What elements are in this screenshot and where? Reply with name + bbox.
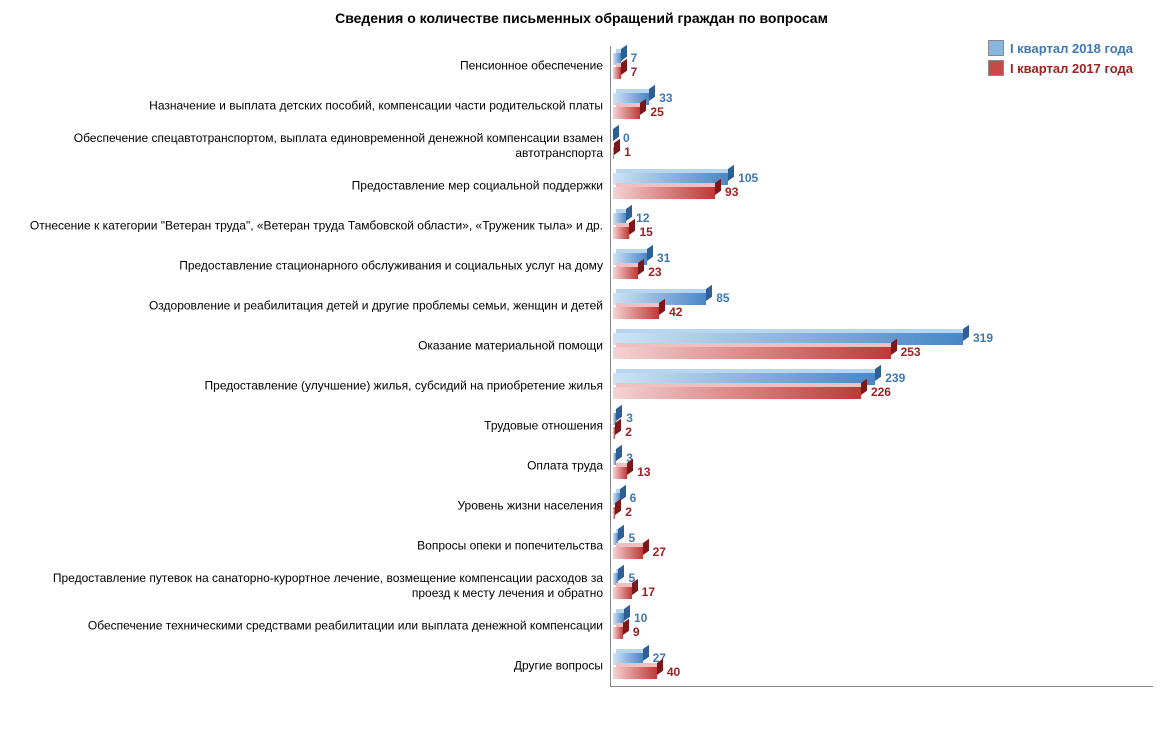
value-label: 7 — [631, 51, 638, 65]
chart-row: Отнесение к категории "Ветеран труда", «… — [611, 206, 1153, 246]
value-label: 2 — [625, 425, 632, 439]
chart-row: Предоставление мер социальной поддержки1… — [611, 166, 1153, 206]
bar-2017: 1 — [613, 147, 614, 159]
category-label: Оказание материальной помощи — [13, 339, 611, 354]
chart-row: Другие вопросы2740 — [611, 646, 1153, 686]
category-label: Назначение и выплата детских пособий, ко… — [13, 99, 611, 114]
value-label: 239 — [885, 371, 905, 385]
chart-row: Оплата труда313 — [611, 446, 1153, 486]
chart-row: Пенсионное обеспечение77 — [611, 46, 1153, 86]
category-label: Предоставление путевок на санаторно-куро… — [13, 571, 611, 601]
value-label: 1 — [624, 145, 631, 159]
value-label: 226 — [871, 385, 891, 399]
category-label: Отнесение к категории "Ветеран труда", «… — [13, 219, 611, 234]
chart-row: Обеспечение спецавтотранспортом, выплата… — [611, 126, 1153, 166]
chart-row: Обеспечение техническими средствами реаб… — [611, 606, 1153, 646]
value-label: 40 — [667, 665, 680, 679]
value-label: 17 — [642, 585, 655, 599]
chart-row: Уровень жизни населения62 — [611, 486, 1153, 526]
category-label: Предоставление (улучшение) жилья, субсид… — [13, 379, 611, 394]
bar-2017: 13 — [613, 467, 627, 479]
bar-chart: Пенсионное обеспечение77Назначение и вып… — [610, 46, 1153, 687]
bar-2017: 7 — [613, 67, 621, 79]
chart-row: Назначение и выплата детских пособий, ко… — [611, 86, 1153, 126]
bar-2017: 25 — [613, 107, 640, 119]
bar-2017: 23 — [613, 267, 638, 279]
category-label: Оздоровление и реабилитация детей и друг… — [13, 299, 611, 314]
category-label: Другие вопросы — [13, 659, 611, 674]
bar-2017: 42 — [613, 307, 659, 319]
category-label: Обеспечение техническими средствами реаб… — [13, 619, 611, 634]
category-label: Уровень жизни населения — [13, 499, 611, 514]
chart-row: Трудовые отношения32 — [611, 406, 1153, 446]
chart-row: Вопросы опеки и попечительства527 — [611, 526, 1153, 566]
value-label: 25 — [650, 105, 663, 119]
value-label: 10 — [634, 611, 647, 625]
bar-2017: 9 — [613, 627, 623, 639]
bar-2017: 27 — [613, 547, 643, 559]
chart-row: Оказание материальной помощи319253 — [611, 326, 1153, 366]
value-label: 12 — [636, 211, 649, 225]
bar-2017: 2 — [613, 507, 615, 519]
value-label: 13 — [637, 465, 650, 479]
value-label: 2 — [625, 505, 632, 519]
value-label: 85 — [716, 291, 729, 305]
bar-2017: 15 — [613, 227, 629, 239]
bar-2017: 17 — [613, 587, 632, 599]
category-label: Предоставление стационарного обслуживани… — [13, 259, 611, 274]
value-label: 15 — [639, 225, 652, 239]
bar-2017: 40 — [613, 667, 657, 679]
chart-row: Предоставление путевок на санаторно-куро… — [611, 566, 1153, 606]
value-label: 9 — [633, 625, 640, 639]
chart-row: Предоставление стационарного обслуживани… — [611, 246, 1153, 286]
bar-2017: 2 — [613, 427, 615, 439]
category-label: Предоставление мер социальной поддержки — [13, 179, 611, 194]
value-label: 31 — [657, 251, 670, 265]
value-label: 42 — [669, 305, 682, 319]
bar-2017: 253 — [613, 347, 891, 359]
value-label: 319 — [973, 331, 993, 345]
chart-title: Сведения о количестве письменных обращен… — [10, 10, 1153, 26]
value-label: 7 — [631, 65, 638, 79]
value-label: 3 — [626, 411, 633, 425]
category-label: Обеспечение спецавтотранспортом, выплата… — [13, 131, 611, 161]
value-label: 23 — [648, 265, 661, 279]
category-label: Оплата труда — [13, 459, 611, 474]
value-label: 33 — [659, 91, 672, 105]
value-label: 93 — [725, 185, 738, 199]
value-label: 105 — [738, 171, 758, 185]
value-label: 0 — [623, 131, 630, 145]
category-label: Пенсионное обеспечение — [13, 59, 611, 74]
chart-row: Предоставление (улучшение) жилья, субсид… — [611, 366, 1153, 406]
value-label: 253 — [901, 345, 921, 359]
bar-2017: 93 — [613, 187, 715, 199]
value-label: 27 — [653, 545, 666, 559]
chart-row: Оздоровление и реабилитация детей и друг… — [611, 286, 1153, 326]
bar-2017: 226 — [613, 387, 861, 399]
category-label: Вопросы опеки и попечительства — [13, 539, 611, 554]
value-label: 6 — [630, 491, 637, 505]
category-label: Трудовые отношения — [13, 419, 611, 434]
